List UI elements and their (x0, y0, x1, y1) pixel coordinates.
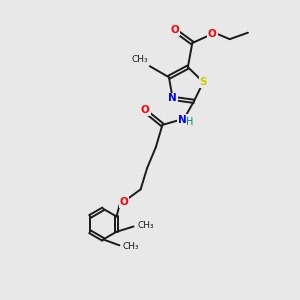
Text: O: O (141, 105, 150, 115)
Text: CH₃: CH₃ (123, 242, 140, 251)
Text: O: O (171, 25, 180, 35)
Text: O: O (120, 197, 128, 207)
Text: S: S (200, 77, 207, 87)
Text: O: O (208, 28, 217, 39)
Text: H: H (186, 117, 194, 127)
Text: CH₃: CH₃ (132, 55, 148, 64)
Text: N: N (168, 93, 177, 103)
Text: N: N (178, 115, 187, 125)
Text: CH₃: CH₃ (137, 221, 154, 230)
